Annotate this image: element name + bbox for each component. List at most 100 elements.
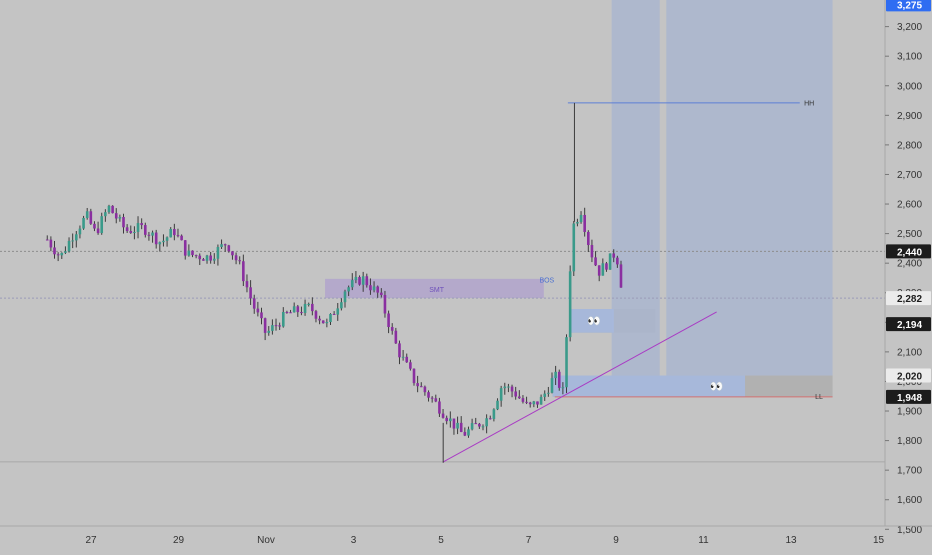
candle-body: [354, 276, 358, 281]
time-axis[interactable]: 27 29 Nov 3 5 7 9 11 13 15: [0, 525, 932, 546]
candle-body: [187, 250, 191, 256]
price-tick-label: 2,600: [897, 200, 922, 211]
price-tick-label: 3,200: [897, 22, 922, 33]
candle-body: [49, 239, 53, 248]
price-badge[interactable]: [886, 368, 931, 383]
price-badge-label: 2,282: [897, 294, 922, 305]
candle-body: [296, 306, 300, 313]
candle-body: [452, 418, 456, 429]
candle-body: [492, 409, 496, 419]
candle-body: [183, 240, 187, 256]
time-tick-label: Nov: [257, 535, 275, 546]
price-badge[interactable]: [886, 244, 931, 259]
candle-body: [565, 337, 568, 388]
candle-body: [412, 368, 416, 384]
price-tick-label: 2,800: [897, 140, 922, 151]
candles: [45, 102, 623, 463]
candle-body: [154, 232, 158, 245]
projection-zone-left: [611, 0, 660, 376]
price-tick-label: 2,500: [897, 229, 922, 240]
candle-body: [147, 234, 151, 236]
time-tick-label: 5: [438, 535, 444, 546]
candle-body: [118, 216, 122, 219]
candle-body: [488, 418, 492, 420]
candle-body: [579, 214, 583, 223]
candle-body: [336, 308, 340, 315]
candle-body: [111, 205, 114, 214]
candle-body: [263, 318, 267, 333]
candle-body: [390, 327, 394, 331]
time-tick-label: 3: [351, 535, 357, 546]
candle-body: [212, 258, 216, 261]
candle-body: [194, 255, 198, 257]
smt-label: SMT: [429, 287, 445, 294]
price-badge[interactable]: [886, 291, 931, 306]
candle-body: [528, 402, 532, 405]
candle-body: [594, 257, 597, 266]
candle-body: [303, 303, 307, 313]
candle-body: [75, 234, 78, 241]
candle-body: [394, 330, 398, 344]
candle-body: [619, 264, 623, 288]
candle-body: [347, 287, 350, 292]
trendline[interactable]: [442, 311, 717, 463]
price-tick-label: 1,500: [897, 525, 922, 536]
price-tick-label: 2,900: [897, 111, 922, 122]
candle-body: [318, 318, 321, 321]
candle-body: [198, 255, 202, 260]
candle-body: [365, 276, 369, 286]
price-badge-label: 3,275: [897, 0, 922, 11]
candle-body: [271, 325, 274, 331]
candle-body: [307, 303, 310, 305]
price-axis[interactable]: 3,200 3,100 3,000 2,900 2,800 2,700 2,600 2,500…: [884, 0, 931, 536]
candle-body: [64, 251, 67, 253]
candle-body: [463, 431, 467, 436]
candle-body: [380, 292, 383, 296]
time-tick-label: 29: [173, 535, 185, 546]
candle-body: [525, 401, 528, 403]
candle-body: [401, 356, 405, 358]
candle-body: [140, 223, 143, 226]
candle-body: [325, 322, 329, 324]
candle-body: [162, 240, 165, 243]
candle-body: [383, 295, 387, 314]
candle-body: [93, 223, 96, 229]
price-badge[interactable]: [886, 389, 931, 404]
candle-body: [612, 253, 616, 258]
candle-body: [449, 418, 452, 422]
candle-body: [503, 386, 507, 389]
time-tick-label: 15: [873, 535, 885, 546]
price-badge-label: 1,948: [897, 393, 922, 404]
candle-body: [597, 265, 601, 276]
candle-body: [550, 378, 554, 393]
smt-zone: [325, 278, 544, 299]
candle-body: [191, 250, 194, 256]
price-badge[interactable]: [886, 317, 931, 332]
candle-body: [82, 217, 85, 229]
candle-body: [274, 325, 278, 327]
candle-body: [467, 429, 470, 436]
candle-body: [496, 400, 499, 410]
candle-body: [252, 298, 256, 309]
price-tick-label: 3,100: [897, 52, 922, 63]
candle-body: [405, 356, 409, 363]
eyes-emoji: 👀: [710, 381, 724, 393]
candle-body: [223, 244, 227, 246]
candle-body: [543, 393, 547, 397]
time-tick-label: 9: [613, 535, 619, 546]
candle-body: [445, 417, 448, 422]
time-tick-label: 27: [85, 535, 97, 546]
candle-body: [427, 392, 430, 398]
price-tick-label: 1,600: [897, 495, 922, 506]
candle-body: [173, 229, 176, 236]
candle-body: [470, 423, 474, 430]
candle-body: [532, 401, 536, 405]
candle-body: [256, 308, 260, 313]
candle-body: [53, 247, 56, 255]
candle-body: [590, 245, 594, 258]
candle-body: [419, 386, 423, 388]
price-tick-label: 1,800: [897, 436, 922, 447]
price-badge[interactable]: [886, 0, 931, 12]
